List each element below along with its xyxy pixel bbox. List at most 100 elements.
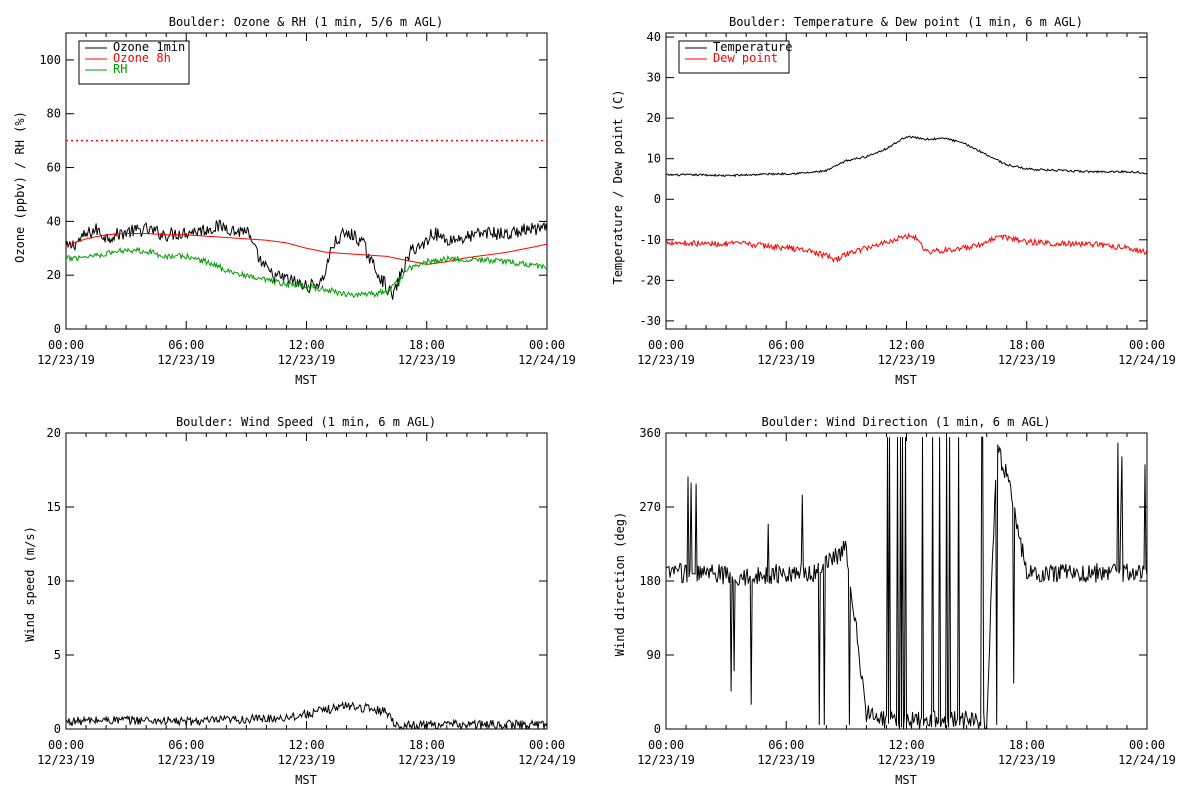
y-tick-label: 90 (647, 648, 661, 662)
x-tick-date-label: 12/23/19 (878, 753, 936, 767)
y-tick-label: -30 (639, 314, 661, 328)
x-tick-label: 06:00 (168, 338, 204, 352)
y-tick-label: 10 (647, 152, 661, 166)
x-tick-date-label: 12/23/19 (278, 353, 336, 367)
plot-frame (65, 432, 548, 730)
x-tick-date-label: 12/23/19 (878, 353, 936, 367)
y-tick-label: 0 (54, 322, 61, 336)
y-tick-label: 60 (47, 161, 61, 175)
chart-title: Boulder: Ozone & RH (1 min, 5/6 m AGL) (169, 15, 444, 29)
y-tick-label: 270 (639, 500, 661, 514)
x-tick-label: 06:00 (768, 338, 804, 352)
x-tick-label: 00:00 (48, 338, 84, 352)
y-tick-label: 20 (47, 268, 61, 282)
x-tick-date-label: 12/23/19 (37, 353, 95, 367)
x-tick-date-label: 12/23/19 (998, 753, 1056, 767)
x-tick-date-label: 12/24/19 (518, 353, 576, 367)
x-tick-label: 00:00 (529, 338, 565, 352)
y-tick-label: 180 (639, 574, 661, 588)
x-tick-label: 00:00 (1129, 738, 1165, 752)
y-axis-label: Wind direction (deg) (613, 512, 627, 657)
y-tick-label: 40 (647, 30, 661, 44)
x-tick-label: 06:00 (768, 738, 804, 752)
x-tick-date-label: 12/23/19 (157, 353, 215, 367)
legend-label: RH (113, 62, 127, 76)
panel-wind-direction: Boulder: Wind Direction (1 min, 6 m AGL)… (613, 415, 1176, 787)
x-tick-label: 18:00 (409, 738, 445, 752)
x-tick-label: 06:00 (168, 738, 204, 752)
x-tick-label: 18:00 (1009, 338, 1045, 352)
y-axis-label: Wind speed (m/s) (23, 526, 37, 642)
x-tick-date-label: 12/23/19 (278, 753, 336, 767)
x-tick-date-label: 12/23/19 (637, 753, 695, 767)
legend-box (678, 40, 790, 74)
x-tick-label: 12:00 (288, 738, 324, 752)
y-tick-label: -10 (639, 233, 661, 247)
x-tick-date-label: 12/23/19 (37, 753, 95, 767)
x-tick-date-label: 12/24/19 (518, 753, 576, 767)
x-tick-label: 12:00 (888, 338, 924, 352)
plot-frame (665, 32, 1148, 330)
x-tick-label: 00:00 (529, 738, 565, 752)
x-tick-date-label: 12/23/19 (637, 353, 695, 367)
x-tick-date-label: 12/23/19 (998, 353, 1056, 367)
y-tick-label: 360 (639, 426, 661, 440)
x-tick-date-label: 12/23/19 (757, 353, 815, 367)
x-tick-label: 12:00 (288, 338, 324, 352)
y-tick-label: 5 (54, 648, 61, 662)
plot-area: -30-20-1001020304000:0012/23/1906:0012/2… (637, 30, 1176, 367)
x-axis-label: MST (295, 373, 317, 387)
plot-area: 02040608010000:0012/23/1906:0012/23/1912… (37, 32, 576, 367)
legend-label: Temperature (713, 40, 792, 54)
x-tick-date-label: 12/24/19 (1118, 353, 1176, 367)
x-tick-label: 12:00 (888, 738, 924, 752)
y-tick-label: 30 (647, 71, 661, 85)
legend-label: Dew point (713, 51, 778, 65)
x-tick-label: 18:00 (409, 338, 445, 352)
y-tick-label: 20 (647, 111, 661, 125)
y-tick-label: -20 (639, 273, 661, 287)
x-tick-label: 00:00 (648, 738, 684, 752)
panel-ozone-rh: Boulder: Ozone & RH (1 min, 5/6 m AGL) O… (13, 15, 576, 387)
chart-title: Boulder: Temperature & Dew point (1 min,… (729, 15, 1083, 29)
series-line (66, 246, 547, 299)
y-axis-label: Temperature / Dew point (C) (611, 89, 625, 284)
x-axis-label: MST (295, 773, 317, 787)
series-line (66, 700, 547, 729)
panel-temperature-dewpoint: Boulder: Temperature & Dew point (1 min,… (611, 15, 1176, 387)
series-line (66, 233, 547, 265)
y-tick-label: 10 (47, 574, 61, 588)
x-tick-label: 18:00 (1009, 738, 1045, 752)
y-tick-label: 80 (47, 107, 61, 121)
y-tick-label: 15 (47, 500, 61, 514)
x-tick-date-label: 12/23/19 (398, 753, 456, 767)
y-tick-label: 100 (39, 53, 61, 67)
plot-area: 0510152000:0012/23/1906:0012/23/1912:001… (37, 426, 576, 767)
y-tick-label: 40 (47, 214, 61, 228)
series-line (666, 436, 1147, 729)
x-tick-date-label: 12/23/19 (757, 753, 815, 767)
x-tick-label: 00:00 (648, 338, 684, 352)
plot-area: 09018027036000:0012/23/1906:0012/23/1912… (637, 426, 1176, 767)
series-line (666, 232, 1147, 264)
chart-title: Boulder: Wind Direction (1 min, 6 m AGL) (762, 415, 1051, 429)
y-tick-label: 0 (654, 722, 661, 736)
x-axis-label: MST (895, 773, 917, 787)
chart-title: Boulder: Wind Speed (1 min, 6 m AGL) (176, 415, 436, 429)
y-tick-label: 0 (54, 722, 61, 736)
x-axis-label: MST (895, 373, 917, 387)
x-tick-date-label: 12/23/19 (157, 753, 215, 767)
y-tick-label: 20 (47, 426, 61, 440)
panel-wind-speed: Boulder: Wind Speed (1 min, 6 m AGL) Win… (23, 415, 576, 787)
y-tick-label: 0 (654, 192, 661, 206)
x-tick-label: 00:00 (48, 738, 84, 752)
series-line (666, 135, 1147, 178)
x-tick-label: 00:00 (1129, 338, 1165, 352)
series-line (66, 219, 547, 300)
x-tick-date-label: 12/24/19 (1118, 753, 1176, 767)
legend-label: Ozone 8h (113, 51, 171, 65)
y-axis-label: Ozone (ppbv) / RH (%) (13, 111, 27, 263)
x-tick-date-label: 12/23/19 (398, 353, 456, 367)
